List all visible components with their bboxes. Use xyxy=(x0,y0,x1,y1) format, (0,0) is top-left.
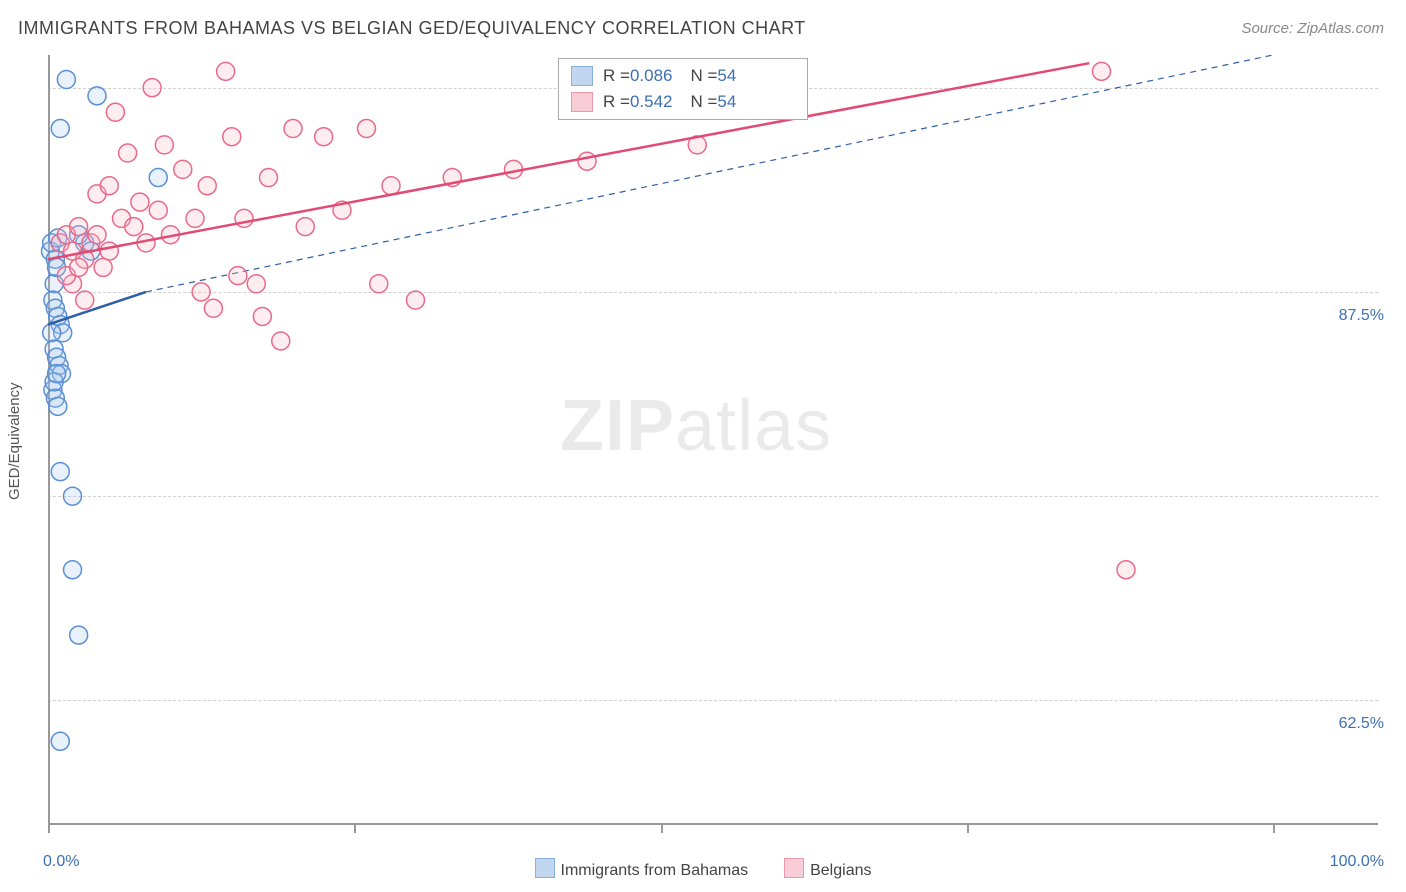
data-point xyxy=(94,258,112,276)
data-point xyxy=(253,307,271,325)
data-point xyxy=(64,487,82,505)
data-point xyxy=(131,193,149,211)
data-point xyxy=(284,120,302,138)
data-point xyxy=(70,258,88,276)
data-point xyxy=(88,226,106,244)
data-point xyxy=(57,71,75,89)
stat-r-value: 0.086 xyxy=(630,66,673,86)
legend-item: Belgians xyxy=(784,858,871,880)
data-point xyxy=(370,275,388,293)
data-point xyxy=(192,283,210,301)
data-point xyxy=(382,177,400,195)
data-point xyxy=(155,136,173,154)
stats-row: R = 0.542 N = 54 xyxy=(559,89,807,115)
data-point xyxy=(43,324,61,342)
data-point xyxy=(149,201,167,219)
data-point xyxy=(49,397,67,415)
data-point xyxy=(48,365,66,383)
stat-n-value: 54 xyxy=(717,66,736,86)
stat-n-label: N = xyxy=(690,92,717,112)
legend-swatch xyxy=(784,858,804,878)
data-point xyxy=(76,291,94,309)
data-point xyxy=(51,120,69,138)
data-point xyxy=(143,79,161,97)
stat-n-label: N = xyxy=(690,66,717,86)
data-point xyxy=(204,299,222,317)
stats-row: R = 0.086 N = 54 xyxy=(559,63,807,89)
stat-r-label: R = xyxy=(603,92,630,112)
stat-r-label: R = xyxy=(603,66,630,86)
correlation-stats-box: R = 0.086 N = 54 R = 0.542 N = 54 xyxy=(558,58,808,120)
data-point xyxy=(70,218,88,236)
data-point xyxy=(358,120,376,138)
data-point xyxy=(106,103,124,121)
data-point xyxy=(272,332,290,350)
data-point xyxy=(174,160,192,178)
data-point xyxy=(149,169,167,187)
stat-r-value: 0.542 xyxy=(630,92,673,112)
data-point xyxy=(198,177,216,195)
data-point xyxy=(88,87,106,105)
data-point xyxy=(217,62,235,80)
data-point xyxy=(70,626,88,644)
series-swatch xyxy=(571,66,593,86)
legend-label: Immigrants from Bahamas xyxy=(561,862,749,879)
data-point xyxy=(247,275,265,293)
data-point xyxy=(51,463,69,481)
legend-item: Immigrants from Bahamas xyxy=(535,858,749,880)
legend-swatch xyxy=(535,858,555,878)
data-point xyxy=(223,128,241,146)
scatter-plot xyxy=(0,0,1406,892)
data-point xyxy=(119,144,137,162)
data-point xyxy=(51,732,69,750)
stat-n-value: 54 xyxy=(717,92,736,112)
series-swatch xyxy=(571,92,593,112)
data-point xyxy=(100,177,118,195)
legend-label: Belgians xyxy=(810,862,871,879)
data-point xyxy=(186,209,204,227)
data-point xyxy=(578,152,596,170)
data-point xyxy=(407,291,425,309)
data-point xyxy=(1093,62,1111,80)
data-point xyxy=(100,242,118,260)
data-point xyxy=(125,218,143,236)
data-point xyxy=(1117,561,1135,579)
data-point xyxy=(315,128,333,146)
legend: Immigrants from Bahamas Belgians xyxy=(0,858,1406,880)
data-point xyxy=(64,561,82,579)
data-point xyxy=(260,169,278,187)
data-point xyxy=(229,267,247,285)
data-point xyxy=(296,218,314,236)
